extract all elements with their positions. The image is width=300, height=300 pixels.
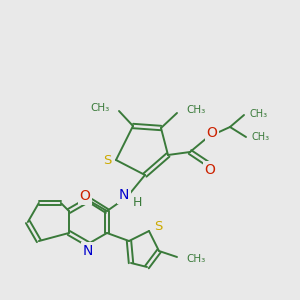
Text: O: O — [80, 189, 90, 203]
Text: O: O — [207, 126, 218, 140]
Text: S: S — [154, 220, 162, 233]
Text: S: S — [103, 154, 111, 166]
Text: O: O — [205, 163, 215, 177]
Text: H: H — [132, 196, 142, 208]
Text: CH₃: CH₃ — [91, 103, 110, 113]
Text: CH₃: CH₃ — [186, 254, 205, 264]
Text: CH₃: CH₃ — [250, 109, 268, 119]
Text: N: N — [83, 244, 93, 258]
Text: N: N — [119, 188, 129, 202]
Text: CH₃: CH₃ — [186, 105, 205, 115]
Text: CH₃: CH₃ — [252, 132, 270, 142]
